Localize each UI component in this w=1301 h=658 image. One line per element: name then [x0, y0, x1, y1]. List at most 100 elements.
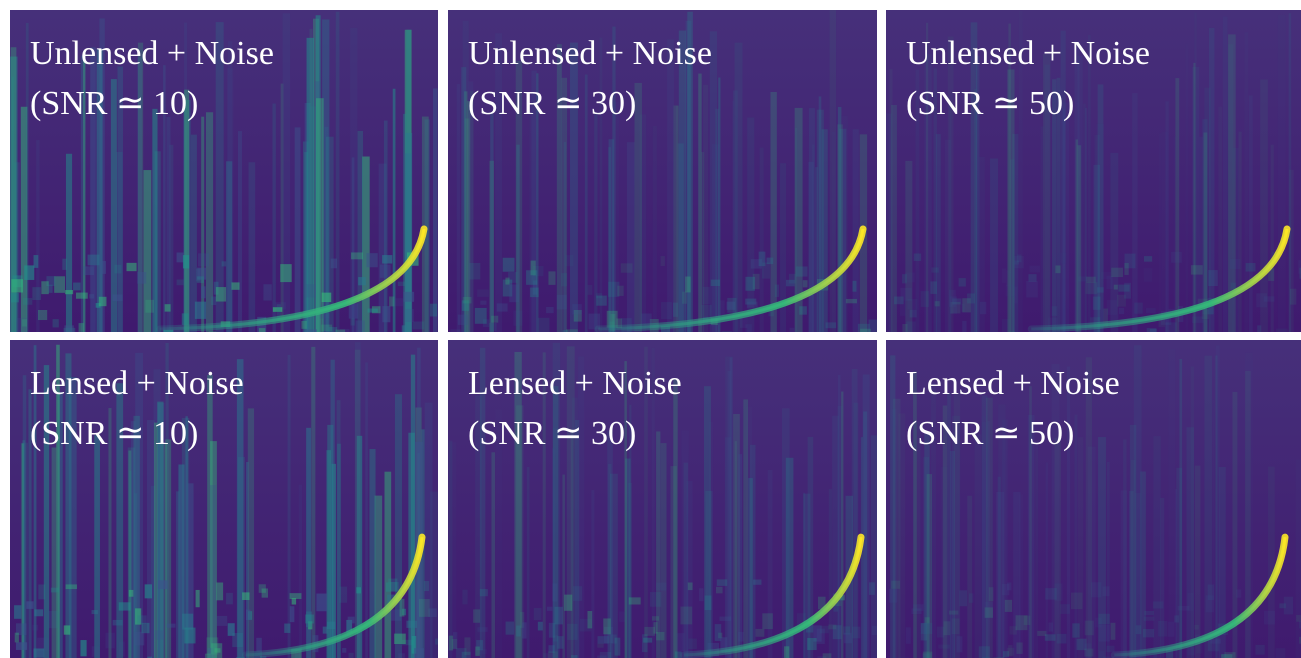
panel-title: Lensed + Noise — [468, 365, 682, 402]
noise-blob — [673, 303, 678, 317]
noise-stripe — [331, 360, 335, 658]
noise-blob — [462, 590, 467, 605]
noise-stripe — [975, 434, 982, 658]
noise-blob — [142, 623, 150, 633]
noise-blob — [688, 582, 693, 590]
noise-blob — [911, 608, 921, 614]
noise-blob — [380, 265, 391, 278]
noise-stripe — [129, 471, 131, 658]
noise-stripe — [384, 121, 388, 332]
noise-blob — [891, 581, 900, 589]
noise-blob — [538, 318, 550, 334]
noise-blob — [34, 609, 43, 616]
noise-blob — [907, 299, 917, 309]
noise-stripe — [1130, 425, 1136, 658]
noise-blob — [1057, 634, 1067, 644]
noise-blob — [959, 590, 967, 606]
noise-blob — [807, 638, 816, 650]
noise-blob — [1107, 300, 1118, 315]
noise-stripe — [1076, 139, 1078, 332]
noise-blob — [534, 608, 542, 620]
noise-blob — [182, 614, 193, 630]
noise-blob — [290, 606, 295, 622]
noise-blob — [232, 282, 240, 289]
noise-stripe — [406, 133, 413, 332]
noise-stripe — [283, 13, 291, 332]
noise-stripe — [1238, 132, 1241, 332]
panel-snr: (SNR ≃ 50) — [906, 85, 1074, 122]
noise-blob — [177, 252, 184, 262]
noise-blob — [358, 277, 366, 285]
noise-blob — [473, 609, 480, 622]
noise-blob — [76, 293, 88, 299]
noise-blob — [685, 277, 690, 293]
noise-blob — [14, 605, 21, 619]
noise-blob — [852, 281, 856, 292]
noise-blob — [503, 258, 515, 272]
noise-stripe — [809, 108, 815, 332]
noise-blob — [949, 611, 958, 615]
noise-blob — [424, 581, 429, 591]
noise-blob — [1264, 296, 1275, 301]
noise-stripe — [311, 106, 317, 332]
noise-stripe — [1186, 44, 1188, 332]
noise-blob — [720, 300, 725, 317]
noise-blob — [489, 323, 497, 331]
noise-blob — [969, 593, 973, 602]
noise-stripe — [422, 117, 429, 332]
noise-stripe — [627, 142, 635, 332]
noise-blob — [717, 579, 727, 586]
noise-blob — [452, 639, 457, 649]
noise-stripe — [889, 69, 892, 332]
noise-blob — [906, 321, 916, 332]
noise-stripe — [738, 454, 742, 658]
noise-blob — [1168, 622, 1175, 637]
noise-stripe — [248, 408, 254, 658]
noise-blob — [715, 624, 721, 641]
noise-blob — [348, 617, 355, 624]
noise-blob — [1124, 283, 1131, 299]
noise-stripe — [676, 106, 679, 332]
noise-stripe — [457, 84, 460, 332]
noise-blob — [469, 263, 480, 280]
noise-blob — [1230, 259, 1241, 269]
noise-blob — [216, 583, 223, 601]
noise-blob — [869, 582, 875, 595]
noise-stripe — [166, 117, 170, 332]
spectrogram-panel: Unlensed + Noise(SNR ≃ 30) — [448, 10, 879, 344]
noise-stripe — [815, 167, 818, 332]
noise-blob — [621, 263, 633, 272]
noise-blob — [197, 276, 204, 283]
noise-blob — [480, 589, 488, 596]
noise-blob — [938, 645, 950, 649]
noise-blob — [242, 592, 249, 600]
noise-blob — [394, 634, 406, 644]
noise-blob — [196, 590, 200, 607]
noise-blob — [1174, 615, 1179, 622]
noise-blob — [114, 265, 121, 274]
noise-blob — [38, 584, 45, 599]
noise-stripe — [998, 477, 1001, 658]
noise-blob — [561, 273, 567, 286]
noise-stripe — [671, 466, 677, 658]
noise-stripe — [591, 490, 594, 658]
noise-blob — [41, 281, 48, 294]
noise-stripe — [990, 158, 998, 332]
noise-blob — [914, 254, 921, 261]
noise-blob — [292, 598, 297, 605]
noise-blob — [629, 597, 641, 604]
noise-stripe — [1175, 489, 1177, 658]
panel-title: Lensed + Noise — [906, 365, 1120, 402]
noise-stripe — [837, 124, 843, 332]
noise-blob — [113, 620, 123, 625]
noise-blob — [644, 627, 655, 636]
noise-blob — [573, 586, 582, 601]
noise-stripe — [832, 416, 839, 658]
noise-blob — [1091, 582, 1101, 597]
noise-blob — [1276, 648, 1286, 658]
noise-blob — [339, 587, 347, 603]
noise-blob — [38, 310, 47, 320]
noise-stripe — [227, 68, 234, 332]
noise-blob — [522, 622, 527, 638]
noise-stripe — [184, 90, 189, 332]
